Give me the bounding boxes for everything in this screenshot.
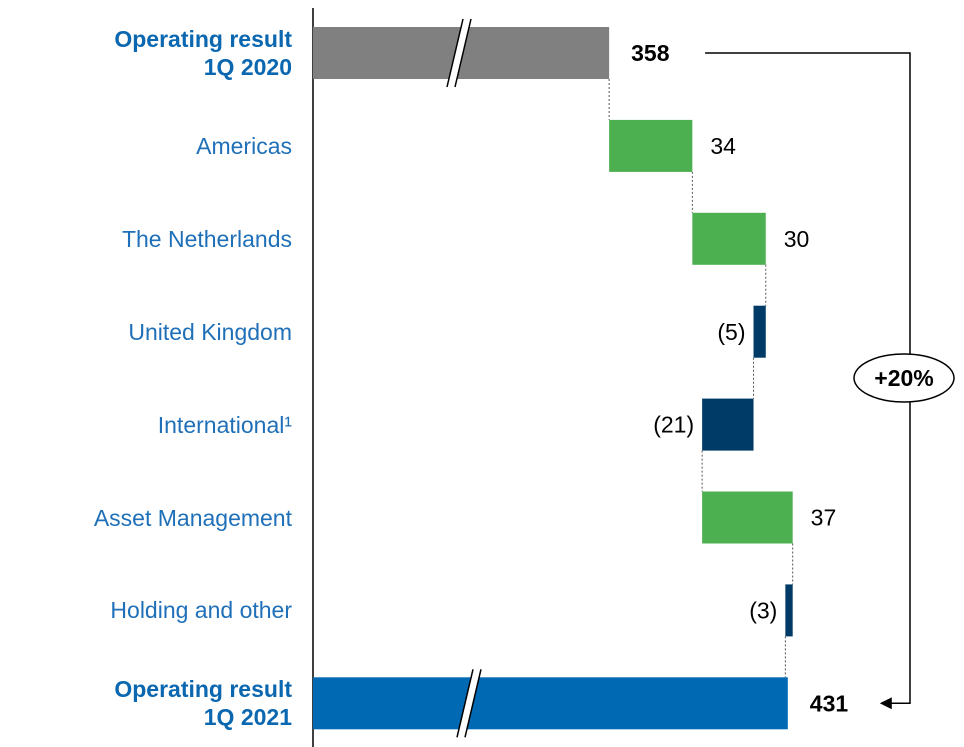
category-label: Americas bbox=[196, 132, 292, 159]
axis-break bbox=[447, 19, 471, 87]
value-label: (21) bbox=[653, 412, 694, 438]
value-label: (3) bbox=[749, 597, 777, 623]
bar bbox=[313, 677, 788, 730]
bar bbox=[753, 305, 766, 358]
value-label: 37 bbox=[811, 505, 837, 531]
axis-break bbox=[464, 669, 482, 738]
value-label: 34 bbox=[710, 133, 736, 159]
category-label: International¹ bbox=[157, 411, 292, 438]
annotation-box bbox=[853, 353, 955, 403]
value-label: 30 bbox=[784, 226, 810, 252]
axis-break bbox=[446, 18, 464, 88]
value-label: (5) bbox=[717, 319, 745, 345]
bar bbox=[702, 398, 754, 451]
category-label: Holding and other bbox=[110, 597, 292, 624]
category-label: The Netherlands bbox=[121, 225, 292, 252]
value-label: 358 bbox=[631, 40, 670, 66]
value-label: 431 bbox=[810, 690, 849, 716]
bar bbox=[702, 491, 793, 544]
category-label: Operating result 1Q 2021 bbox=[114, 676, 292, 731]
bar bbox=[785, 584, 793, 637]
category-label: United Kingdom bbox=[128, 318, 292, 345]
axis-break bbox=[454, 18, 472, 88]
category-label: Operating result 1Q 2020 bbox=[114, 25, 292, 80]
category-label: Asset Management bbox=[93, 504, 292, 531]
arrow-head bbox=[879, 697, 892, 710]
axis-break bbox=[456, 669, 474, 738]
annotation: +20% bbox=[874, 365, 933, 391]
bar bbox=[609, 119, 693, 172]
bar bbox=[692, 212, 766, 265]
axis-break bbox=[457, 669, 481, 738]
